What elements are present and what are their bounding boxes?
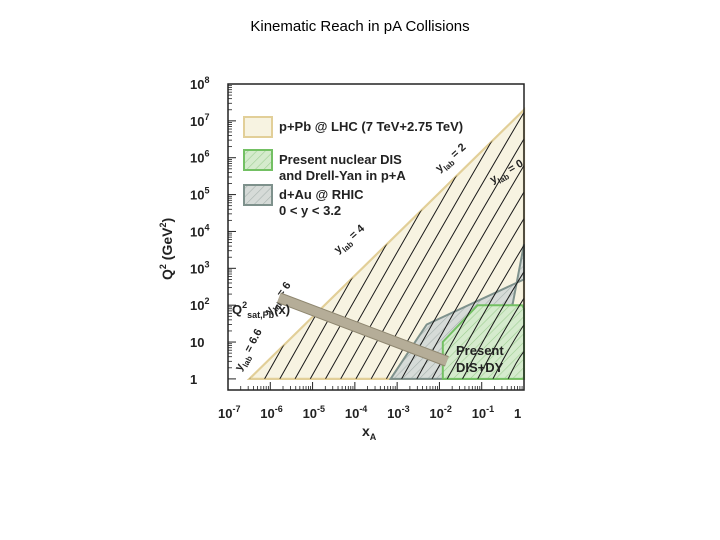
rapidity-line	[507, 350, 524, 379]
rapidity-label: ylab = 4	[332, 222, 370, 258]
dis-label-line1: Present	[456, 343, 504, 358]
y-tick-label: 104	[190, 222, 209, 239]
x-tick-label: 10-6	[260, 404, 282, 421]
legend-label: Present nuclear DIS	[279, 152, 402, 167]
qsat-band: Q2sat,Pb(x)	[232, 292, 449, 367]
y-tick-label: 106	[190, 149, 209, 166]
x-tick-label: 10-3	[387, 404, 409, 421]
qsat-label: Q2sat,Pb(x)	[232, 300, 290, 320]
y-tick-label: 107	[190, 112, 209, 129]
annotations: Present DIS+DY	[456, 343, 504, 375]
x-tick-label: 10-4	[345, 404, 367, 421]
slide-title: Kinematic Reach in pA Collisions	[250, 18, 470, 35]
y-tick-label: 108	[190, 75, 209, 92]
x-tick-label: 1	[514, 406, 521, 421]
x-tick-label: 10-1	[472, 404, 494, 421]
legend-swatch	[243, 149, 273, 171]
x-tick-label: 10-5	[303, 404, 325, 421]
y-tick-label: 10	[190, 335, 204, 350]
legend-swatch	[243, 184, 273, 206]
y-tick-label: 105	[190, 186, 209, 203]
rapidity-line	[325, 109, 517, 379]
axis-ticks: 10-7 10-6 10-5 10-4 10-3 10-2 10-1 1 1 10 102 103 10…	[158, 75, 525, 442]
y-axis-label: Q2 (GeV2)	[158, 218, 175, 280]
y-tick-label: 1	[190, 372, 197, 387]
x-tick-label: 10-7	[218, 404, 240, 421]
legend-label-line2: 0 < y < 3.2	[279, 203, 341, 218]
y-tick-label: 103	[190, 259, 209, 276]
rapidity-line	[446, 244, 524, 379]
legend-label: p+Pb @ LHC (7 TeV+2.75 TeV)	[279, 119, 463, 134]
qsat-band-fill	[277, 293, 449, 366]
rapidity-line	[477, 297, 524, 379]
rapidity-line	[462, 271, 524, 379]
x-tick-label: 10-2	[429, 404, 451, 421]
dis-label-line2: DIS+DY	[456, 360, 504, 375]
legend-label: d+Au @ RHIC	[279, 187, 364, 202]
legend-label-line2: and Drell-Yan in p+A	[279, 168, 406, 183]
rapidity-line	[492, 324, 524, 379]
legend-swatch	[243, 116, 273, 138]
y-tick-label: 102	[190, 296, 209, 313]
legend: p+Pb @ LHC (7 TeV+2.75 TeV) Present nucle…	[243, 116, 463, 218]
x-axis-label: xA	[362, 423, 377, 442]
